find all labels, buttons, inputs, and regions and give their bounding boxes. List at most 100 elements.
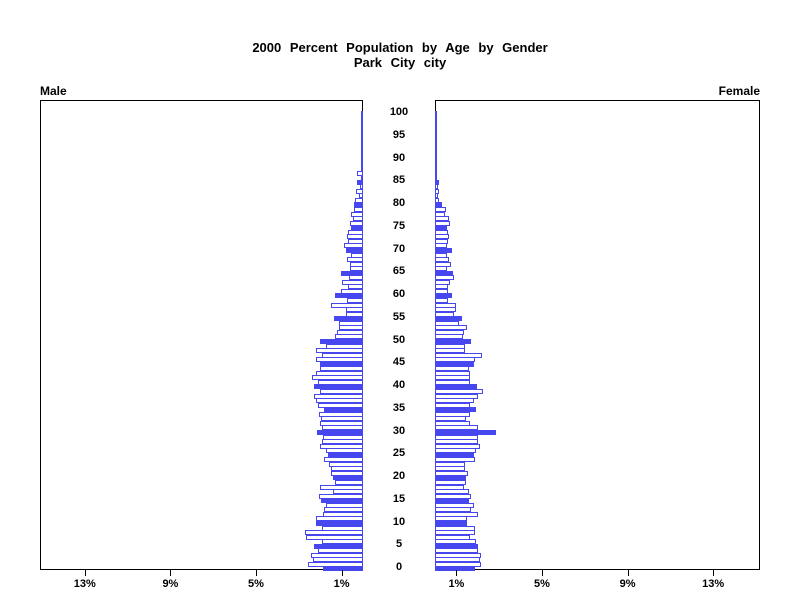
bar-male-age-95 [361, 134, 363, 140]
bar-male-age-82 [359, 193, 363, 199]
bar-female-age-28 [435, 439, 478, 445]
bar-male-age-85 [357, 179, 363, 185]
bar-male-age-61 [341, 288, 363, 294]
bar-male-age-97 [361, 125, 363, 131]
bar-female-age-7 [435, 534, 470, 540]
bar-female-age-49 [435, 343, 465, 349]
bar-male-age-91 [361, 152, 363, 158]
bar-male-age-70 [346, 247, 363, 253]
bar-male-age-41 [318, 379, 363, 385]
bar-male-age-6 [322, 539, 363, 545]
bar-female-age-100 [435, 111, 437, 117]
bar-male-age-15 [321, 498, 363, 504]
bar-female-age-72 [435, 238, 448, 244]
bar-female-age-79 [435, 207, 446, 212]
bar-male-age-14 [326, 502, 363, 508]
bar-female-age-43 [435, 370, 470, 376]
bar-male-age-49 [326, 343, 363, 349]
bar-female-age-92 [435, 147, 437, 153]
male-xtick-5-label: 5% [248, 578, 264, 590]
bar-female-age-38 [435, 393, 478, 399]
bar-male-age-59 [347, 298, 363, 303]
bar-female-age-63 [435, 279, 450, 285]
age-tick-label-45: 45 [392, 356, 406, 369]
bar-female-age-58 [435, 302, 456, 308]
bar-male-age-46 [316, 357, 363, 363]
bar-female-age-74 [435, 229, 448, 235]
chart-title-block: 2000 Percent Population by Age by Gender… [0, 40, 800, 70]
bar-female-age-75 [435, 225, 447, 231]
bar-female-age-17 [435, 489, 469, 495]
age-tick-label-50: 50 [392, 333, 406, 346]
bar-male-age-33 [321, 416, 363, 422]
bar-female-age-89 [435, 161, 437, 167]
bar-male-age-51 [335, 334, 363, 340]
bar-female-age-84 [435, 184, 438, 190]
bar-male-age-23 [329, 461, 363, 467]
bar-female-age-51 [435, 334, 463, 340]
bar-male-age-17 [333, 489, 363, 495]
bar-male-age-66 [350, 266, 363, 272]
bar-male-age-40 [314, 384, 363, 390]
bar-male-age-79 [354, 207, 363, 212]
bar-male-age-2 [313, 557, 363, 563]
bar-male-age-39 [320, 389, 363, 394]
bar-male-age-93 [361, 143, 363, 149]
bar-female-age-9 [435, 525, 475, 531]
age-tick-label-0: 0 [395, 561, 403, 573]
bar-female-age-14 [435, 502, 474, 508]
bar-female-age-54 [435, 320, 459, 326]
bar-female-age-57 [435, 307, 456, 313]
age-tick-label-15: 15 [392, 492, 406, 505]
male-xtick-13-label: 13% [73, 578, 96, 590]
bar-female-age-33 [435, 416, 466, 422]
bar-female-age-22 [435, 466, 465, 472]
age-tick-label-10: 10 [392, 515, 406, 528]
bar-female-age-65 [435, 270, 453, 276]
bar-male-age-32 [320, 420, 363, 426]
bar-male-age-98 [361, 120, 363, 126]
bar-male-age-100 [361, 111, 363, 117]
bar-female-age-42 [435, 375, 470, 381]
bar-female-age-47 [435, 352, 482, 358]
bar-male-age-11 [316, 516, 363, 522]
bar-male-age-10 [316, 520, 363, 526]
bar-male-age-78 [351, 211, 363, 217]
age-tick-label-25: 25 [392, 447, 406, 460]
male-xtick-5-mark [256, 570, 257, 576]
female-xtick-5-mark [542, 570, 543, 576]
bar-female-age-87 [435, 170, 437, 176]
bar-female-age-24 [435, 457, 475, 463]
bar-male-age-18 [320, 484, 363, 490]
bar-female-age-6 [435, 539, 476, 545]
bar-female-age-4 [435, 548, 478, 554]
bar-female-age-55 [435, 316, 462, 322]
bar-male-age-90 [361, 156, 363, 162]
bar-female-age-25 [435, 452, 474, 458]
bar-female-age-40 [435, 384, 477, 390]
bar-male-age-9 [322, 525, 363, 531]
bar-female-age-8 [435, 530, 475, 536]
bar-female-age-76 [435, 220, 450, 226]
bar-male-age-75 [351, 225, 363, 231]
bar-male-age-21 [331, 470, 363, 476]
bar-female-age-95 [435, 134, 437, 140]
bar-male-age-45 [320, 361, 363, 367]
bar-female-age-50 [435, 338, 471, 344]
bar-male-age-29 [323, 434, 363, 440]
bar-male-age-80 [354, 202, 363, 208]
bar-male-age-13 [324, 507, 363, 513]
bar-male-age-52 [337, 329, 363, 335]
bar-female-age-73 [435, 234, 449, 240]
bar-female-age-16 [435, 493, 471, 499]
bar-male-age-84 [360, 184, 363, 190]
bar-male-age-34 [319, 411, 363, 417]
bar-male-age-5 [314, 543, 363, 549]
bar-male-age-77 [353, 216, 363, 222]
chart-subtitle: Park City city [353, 55, 447, 70]
age-tick-label-70: 70 [392, 242, 406, 255]
bar-male-age-0 [323, 566, 363, 572]
bar-male-age-92 [361, 147, 363, 153]
bar-male-age-1 [308, 561, 363, 567]
bar-female-age-91 [435, 152, 437, 158]
